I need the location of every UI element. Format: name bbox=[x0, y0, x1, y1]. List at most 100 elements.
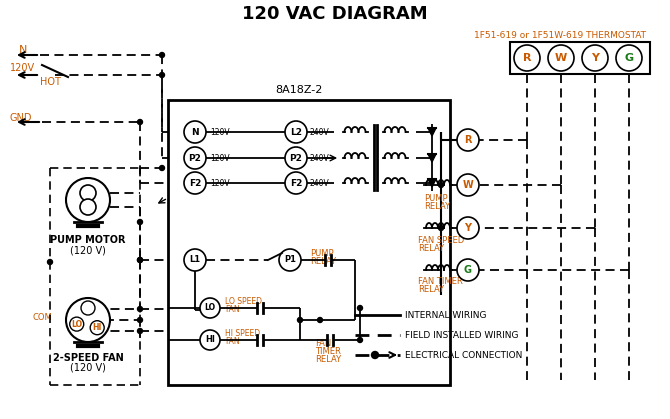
Text: P2: P2 bbox=[188, 153, 202, 163]
Circle shape bbox=[81, 301, 95, 315]
Text: RELAY: RELAY bbox=[418, 243, 444, 253]
Circle shape bbox=[80, 185, 96, 201]
Circle shape bbox=[371, 352, 379, 359]
Circle shape bbox=[358, 337, 362, 342]
Circle shape bbox=[200, 330, 220, 350]
Circle shape bbox=[48, 259, 52, 264]
Text: ELECTRICAL CONNECTION: ELECTRICAL CONNECTION bbox=[405, 351, 523, 360]
Text: FIELD INSTALLED WIRING: FIELD INSTALLED WIRING bbox=[405, 331, 519, 339]
Text: PUMP: PUMP bbox=[310, 248, 334, 258]
Circle shape bbox=[285, 147, 307, 169]
Circle shape bbox=[137, 119, 143, 124]
Circle shape bbox=[438, 225, 444, 230]
Text: 240V: 240V bbox=[310, 178, 330, 187]
Circle shape bbox=[159, 166, 165, 171]
Text: LO: LO bbox=[71, 320, 82, 328]
Circle shape bbox=[582, 45, 608, 71]
Text: 240V: 240V bbox=[310, 153, 330, 163]
Text: 120V: 120V bbox=[210, 153, 230, 163]
Text: N: N bbox=[191, 127, 199, 137]
Circle shape bbox=[616, 45, 642, 71]
Circle shape bbox=[137, 220, 143, 225]
Text: G: G bbox=[624, 53, 634, 63]
Circle shape bbox=[80, 199, 96, 215]
Text: F2: F2 bbox=[189, 178, 201, 187]
Text: 120 VAC DIAGRAM: 120 VAC DIAGRAM bbox=[242, 5, 428, 23]
Circle shape bbox=[159, 52, 165, 57]
Polygon shape bbox=[428, 128, 436, 136]
Text: L1: L1 bbox=[190, 256, 200, 264]
Text: 2-SPEED FAN: 2-SPEED FAN bbox=[53, 353, 123, 363]
Text: HOT: HOT bbox=[40, 77, 61, 87]
Circle shape bbox=[184, 249, 206, 271]
Text: INTERNAL WIRING: INTERNAL WIRING bbox=[405, 310, 486, 320]
Text: R: R bbox=[523, 53, 531, 63]
Text: R: R bbox=[464, 135, 472, 145]
Polygon shape bbox=[428, 179, 436, 187]
Circle shape bbox=[137, 258, 143, 262]
Circle shape bbox=[457, 129, 479, 151]
Text: 8A18Z-2: 8A18Z-2 bbox=[275, 85, 323, 95]
Circle shape bbox=[184, 172, 206, 194]
Circle shape bbox=[70, 317, 84, 331]
Circle shape bbox=[184, 121, 206, 143]
Text: LO: LO bbox=[204, 303, 216, 313]
Text: (120 V): (120 V) bbox=[70, 245, 106, 255]
Text: HI: HI bbox=[205, 336, 215, 344]
Circle shape bbox=[514, 45, 540, 71]
Bar bbox=[168, 100, 450, 385]
Text: TIMER: TIMER bbox=[315, 347, 341, 355]
Text: N: N bbox=[19, 45, 27, 55]
Circle shape bbox=[200, 298, 220, 318]
Text: 240V: 240V bbox=[310, 127, 330, 137]
Text: (120 V): (120 V) bbox=[70, 363, 106, 373]
Circle shape bbox=[548, 45, 574, 71]
Circle shape bbox=[318, 318, 322, 323]
Circle shape bbox=[438, 183, 444, 187]
Circle shape bbox=[297, 318, 302, 323]
Text: 1F51-619 or 1F51W-619 THERMOSTAT: 1F51-619 or 1F51W-619 THERMOSTAT bbox=[474, 31, 646, 39]
Text: RELAY: RELAY bbox=[424, 202, 450, 210]
Text: FAN TIMER: FAN TIMER bbox=[418, 277, 463, 287]
Text: L2: L2 bbox=[290, 127, 302, 137]
Text: RELAY: RELAY bbox=[418, 285, 444, 295]
Circle shape bbox=[137, 258, 143, 262]
Circle shape bbox=[159, 72, 165, 78]
Text: G: G bbox=[464, 265, 472, 275]
Circle shape bbox=[279, 249, 301, 271]
Text: FAN SPEED: FAN SPEED bbox=[418, 235, 464, 245]
Circle shape bbox=[358, 305, 362, 310]
Text: FAN: FAN bbox=[225, 336, 240, 346]
Circle shape bbox=[184, 147, 206, 169]
Text: W: W bbox=[555, 53, 567, 63]
Text: 120V: 120V bbox=[210, 127, 230, 137]
Text: Y: Y bbox=[464, 223, 472, 233]
Circle shape bbox=[457, 217, 479, 239]
Circle shape bbox=[457, 174, 479, 196]
Text: FAN: FAN bbox=[225, 305, 240, 315]
Circle shape bbox=[137, 328, 143, 334]
Circle shape bbox=[137, 307, 143, 311]
Text: FAN: FAN bbox=[315, 339, 331, 347]
Circle shape bbox=[90, 321, 105, 335]
Text: 120V: 120V bbox=[10, 63, 35, 73]
Circle shape bbox=[66, 298, 110, 342]
Text: GND: GND bbox=[10, 113, 33, 123]
Polygon shape bbox=[428, 154, 436, 162]
Text: P2: P2 bbox=[289, 153, 302, 163]
Text: PUMP MOTOR: PUMP MOTOR bbox=[50, 235, 126, 245]
Bar bbox=[510, 42, 650, 74]
Circle shape bbox=[285, 121, 307, 143]
Text: HI: HI bbox=[92, 323, 102, 332]
Circle shape bbox=[285, 172, 307, 194]
Circle shape bbox=[137, 318, 143, 323]
Text: LO SPEED: LO SPEED bbox=[225, 297, 262, 307]
Text: PUMP: PUMP bbox=[424, 194, 448, 202]
Text: W: W bbox=[462, 180, 474, 190]
Text: RELAY: RELAY bbox=[310, 258, 336, 266]
Text: 120V: 120V bbox=[210, 178, 230, 187]
Text: P1: P1 bbox=[284, 256, 296, 264]
Text: HI SPEED: HI SPEED bbox=[225, 328, 260, 337]
Text: Y: Y bbox=[591, 53, 599, 63]
Text: COM: COM bbox=[32, 313, 52, 323]
